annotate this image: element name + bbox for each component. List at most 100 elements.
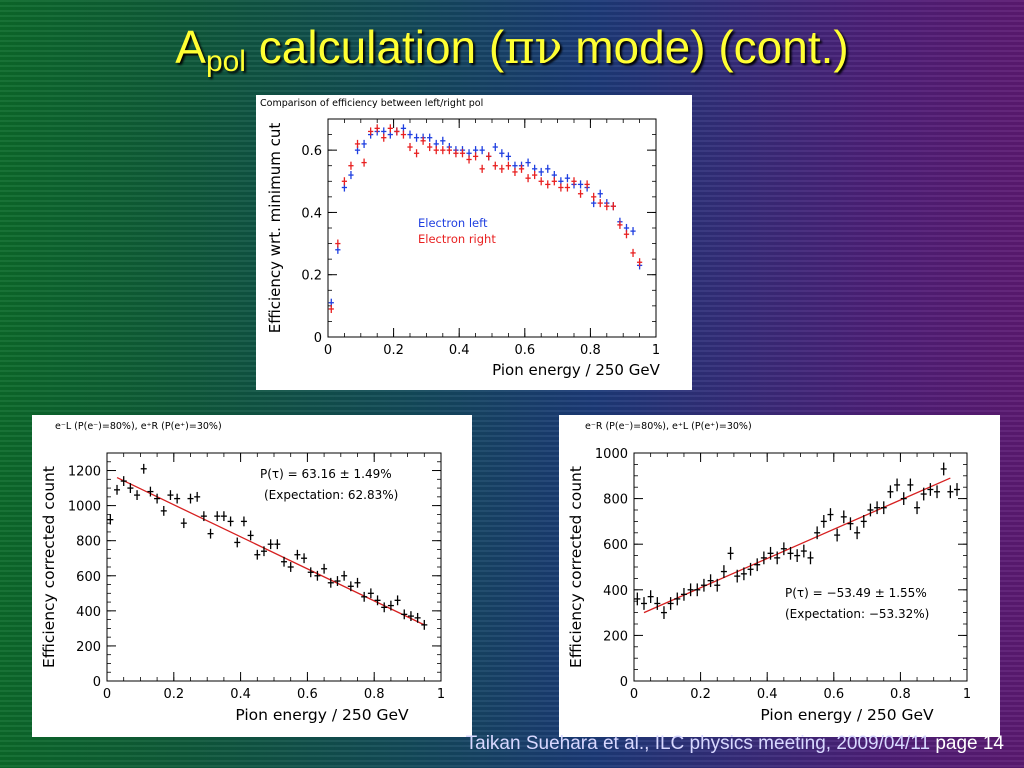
data-point (887, 485, 894, 499)
data-point (260, 546, 267, 557)
data-point (446, 146, 452, 155)
data-point (636, 258, 643, 267)
data-point (400, 130, 407, 139)
y-tick-label: 400 (603, 584, 628, 599)
data-point (512, 167, 518, 176)
data-point (847, 517, 854, 531)
data-point (934, 485, 941, 499)
data-point (160, 505, 167, 516)
data-point (827, 508, 834, 521)
data-point (591, 192, 597, 201)
data-point (558, 183, 564, 192)
y-tick-label: 200 (603, 629, 628, 644)
chart-title: e⁻L (P(e⁻)=80%), e⁺R (P(e⁺)=30%) (55, 421, 222, 432)
data-point (367, 588, 374, 599)
data-point (127, 483, 134, 493)
data-point (328, 304, 334, 314)
x-tick-label: 0.6 (297, 687, 318, 702)
x-tick-label: 0 (630, 687, 638, 702)
data-point (927, 483, 934, 496)
data-point (287, 562, 294, 572)
data-point (640, 597, 647, 610)
data-point (207, 528, 214, 539)
data-point (234, 537, 241, 548)
data-point (617, 220, 623, 229)
data-point (459, 149, 466, 158)
data-point (907, 478, 914, 492)
data-point (348, 161, 354, 170)
footer-page-number: page 14 (935, 733, 1004, 754)
data-point (114, 484, 121, 495)
data-point (754, 558, 761, 572)
data-point (834, 528, 841, 542)
data-point (747, 562, 754, 576)
x-tick-label: 0.6 (823, 687, 844, 702)
data-point (492, 161, 498, 170)
data-point (427, 133, 433, 142)
data-point (381, 133, 387, 142)
data-point (274, 539, 281, 550)
chart-panel-top: Comparison of efficiency between left/ri… (256, 95, 692, 390)
title-text-1: calculation ( (245, 21, 505, 73)
plot-frame (327, 118, 657, 338)
data-point (564, 174, 571, 183)
data-point (140, 463, 147, 474)
y-tick-label: 800 (603, 493, 628, 508)
data-point (466, 155, 472, 164)
y-tick-label: 0 (620, 675, 628, 690)
data-point (800, 544, 807, 558)
chart-panel-bottom-right: e⁻R (P(e⁻)=80%), e⁺L (P(e⁺)=30%) 0 0.2 0.4 0… (559, 415, 1000, 737)
data-point (341, 177, 348, 186)
data-point (314, 570, 321, 581)
data-point (525, 158, 531, 167)
data-point (894, 478, 901, 492)
x-tick-label: 0.2 (383, 343, 404, 358)
data-point (200, 511, 207, 522)
data-point (335, 239, 341, 248)
data-point (532, 171, 538, 180)
data-point (321, 563, 328, 574)
data-point (354, 577, 361, 588)
data-point (294, 549, 301, 560)
x-tick-label: 0.4 (230, 687, 251, 702)
footer-citation: Taikan Suehara et al., ILC physics meeti… (465, 733, 931, 754)
data-point (147, 486, 154, 497)
data-point (571, 177, 577, 186)
annotation-p-tau: P(τ) = −53.49 ± 1.55% (785, 586, 927, 600)
data-point (281, 556, 288, 567)
y-tick-label: 1000 (595, 447, 628, 462)
x-tick-label: 0.4 (757, 687, 778, 702)
data-point (154, 493, 161, 504)
data-point (947, 485, 954, 499)
y-axis-label: Efficiency wrt. minimum cut (266, 123, 284, 334)
data-point (387, 124, 393, 133)
chart-panel-bottom-left: e⁻L (P(e⁻)=80%), e⁺R (P(e⁺)=30%) 0 0.2 0.4 0… (32, 415, 472, 737)
data-point (774, 551, 781, 565)
data-point (860, 515, 867, 528)
data-point (381, 602, 388, 613)
data-point (505, 161, 512, 170)
data-point (341, 570, 348, 581)
data-point (194, 491, 201, 502)
data-point (327, 577, 334, 588)
data-point (525, 174, 531, 183)
data-point (394, 127, 400, 136)
data-point (577, 180, 584, 189)
x-tick-label: 0.4 (449, 343, 470, 358)
data-point (180, 518, 187, 529)
data-point (538, 167, 544, 176)
data-point (654, 597, 661, 610)
data-point (914, 501, 921, 515)
data-point (407, 130, 413, 139)
data-point (794, 549, 801, 562)
data-point (538, 177, 544, 186)
data-point (107, 514, 114, 525)
data-point (214, 511, 221, 522)
data-point (551, 177, 557, 186)
data-point (610, 202, 616, 211)
data-point (134, 490, 141, 501)
data-point (227, 516, 234, 527)
data-point (900, 492, 907, 505)
y-tick-label: 200 (76, 640, 101, 655)
y-tick-label: 1000 (68, 500, 101, 515)
